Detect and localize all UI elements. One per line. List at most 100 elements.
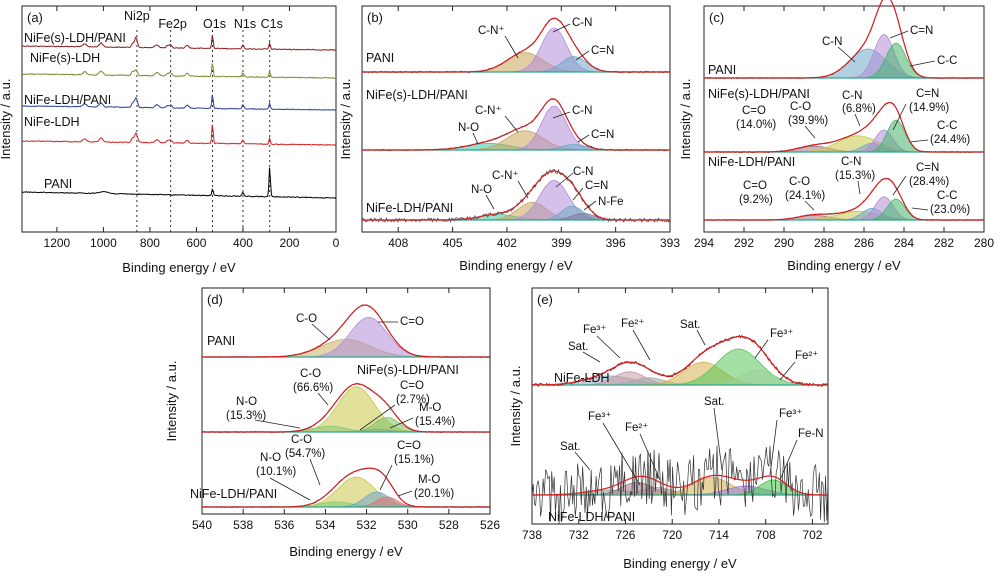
x-tick-label: 536 xyxy=(274,518,294,532)
peak-label: (15.3%) xyxy=(226,410,266,422)
x-axis-label: Binding energy / eV xyxy=(122,260,236,275)
x-axis-label: Binding energy / eV xyxy=(289,544,403,559)
x-tick-label: 708 xyxy=(756,528,776,542)
y-axis-label: Intensity / a.u. xyxy=(164,361,179,442)
x-tick-label: 294 xyxy=(694,236,714,250)
y-axis-label: Intensity / a.u. xyxy=(338,79,353,160)
peak-label: N-Fe xyxy=(598,196,624,208)
label-pointer xyxy=(602,422,641,486)
peak-label: (20.1%) xyxy=(414,488,454,500)
label-pointer xyxy=(504,115,519,133)
label-pointer xyxy=(555,172,574,188)
label-pointer xyxy=(269,477,311,501)
peak-label: C-N⁺ xyxy=(492,170,519,182)
panel-label: (e) xyxy=(537,292,553,307)
label-pointer xyxy=(572,187,584,201)
label-pointer xyxy=(485,194,495,210)
fit-component xyxy=(202,316,490,358)
sample-label: NiFe(s)-LDH/PANI xyxy=(366,88,468,102)
x-tick-label: 286 xyxy=(854,236,874,250)
label-pointer xyxy=(254,419,301,429)
plot-frame xyxy=(201,287,491,515)
label-pointer xyxy=(517,180,529,199)
fit-component xyxy=(362,52,670,73)
x-tick-label: 1000 xyxy=(90,236,117,250)
label-pointer xyxy=(804,200,815,211)
label-pointer xyxy=(837,46,856,63)
label-pointer xyxy=(889,30,909,39)
label-pointer xyxy=(309,458,321,486)
x-tick-label: 200 xyxy=(279,236,299,250)
label-pointer xyxy=(911,207,929,211)
x-tick-label: 732 xyxy=(569,528,589,542)
sample-label: NiFe(s)-LDH/PANI xyxy=(24,31,126,45)
x-tick-label: 280 xyxy=(974,236,994,250)
label-pointer xyxy=(317,392,329,406)
peak-label: Sat. xyxy=(704,396,724,408)
peak-label: C=O xyxy=(743,180,767,192)
peak-label: Fe²⁺ xyxy=(621,318,644,330)
stack-NiFe-LDH/PANI xyxy=(531,445,829,525)
peak-marker-label: N1s xyxy=(234,17,256,31)
peak-label: C-N xyxy=(822,36,842,48)
label-pointer xyxy=(696,329,706,346)
x-tick-label: 1200 xyxy=(44,236,71,250)
peak-label: (54.7%) xyxy=(285,448,325,460)
label-pointer xyxy=(632,329,651,361)
peak-label: C-N xyxy=(573,166,593,178)
peak-label: C=O xyxy=(400,380,424,392)
survey-spectrum xyxy=(21,63,337,79)
peak-label: Sat. xyxy=(568,341,588,353)
peak-label: Fe-N xyxy=(798,428,824,440)
x-axis-label: Binding energy / eV xyxy=(623,556,737,571)
peak-label: (10.1%) xyxy=(256,466,296,478)
sample-label: NiFe-LDH/PANI xyxy=(708,155,795,169)
stack-NiFe(s)-LDH/PANI xyxy=(703,101,985,154)
peak-label: Fe²⁺ xyxy=(795,350,818,362)
sample-label: NiFe(s)-LDH xyxy=(30,51,100,65)
fit-envelope xyxy=(704,101,984,153)
panel-label: (c) xyxy=(709,10,724,25)
sample-label: NiFe-LDH xyxy=(24,115,80,129)
x-tick-label: 702 xyxy=(802,528,822,542)
x-tick-label: 408 xyxy=(388,236,408,250)
peak-label: C-N xyxy=(841,156,861,168)
panel-d: PANI NiFe(s)-LDH/PANI NiFe-LDH/PANI C-O C=O C… xyxy=(164,287,500,559)
fit-envelope xyxy=(532,335,828,386)
stack-NiFe(s)-LDH/PANI xyxy=(361,98,671,152)
peak-label: (39.9%) xyxy=(788,115,828,127)
label-pointer xyxy=(574,451,591,471)
survey-spectrum xyxy=(21,94,337,111)
peak-label: M-O xyxy=(418,474,440,486)
peak-label: C=N xyxy=(591,129,614,141)
x-tick-label: 720 xyxy=(662,528,682,542)
x-tick-label: 284 xyxy=(894,236,914,250)
peak-marker-label: Fe2p xyxy=(158,17,187,31)
peak-label: C-C xyxy=(937,55,957,67)
label-pointer xyxy=(892,103,907,131)
peak-label: Fe²⁺ xyxy=(625,422,648,434)
fit-envelope xyxy=(704,177,984,221)
sample-label: NiFe(s)-LDH/PANI xyxy=(357,363,459,377)
x-tick-label: 399 xyxy=(551,236,571,250)
peak-label: (15.4%) xyxy=(415,416,455,428)
fit-envelope xyxy=(362,170,670,221)
peak-label: C-N xyxy=(572,17,592,29)
peak-label: (15.3%) xyxy=(835,170,875,182)
peak-label: C=O xyxy=(397,440,421,452)
peak-label: C-C xyxy=(937,120,957,132)
peak-label: C-O xyxy=(291,434,312,446)
peak-label: (6.8%) xyxy=(842,103,876,115)
peak-label: Fe³⁺ xyxy=(770,328,793,340)
x-tick-label: 726 xyxy=(615,528,635,542)
label-pointer xyxy=(596,335,621,359)
stack-PANI xyxy=(703,0,985,80)
label-pointer xyxy=(779,361,796,381)
peak-marker-label: O1s xyxy=(203,17,226,31)
x-tick-label: 738 xyxy=(522,528,542,542)
peak-label: (15.1%) xyxy=(394,454,434,466)
peak-label: Fe³⁺ xyxy=(583,324,606,336)
label-pointer xyxy=(804,125,816,139)
x-tick-label: 714 xyxy=(709,528,729,542)
